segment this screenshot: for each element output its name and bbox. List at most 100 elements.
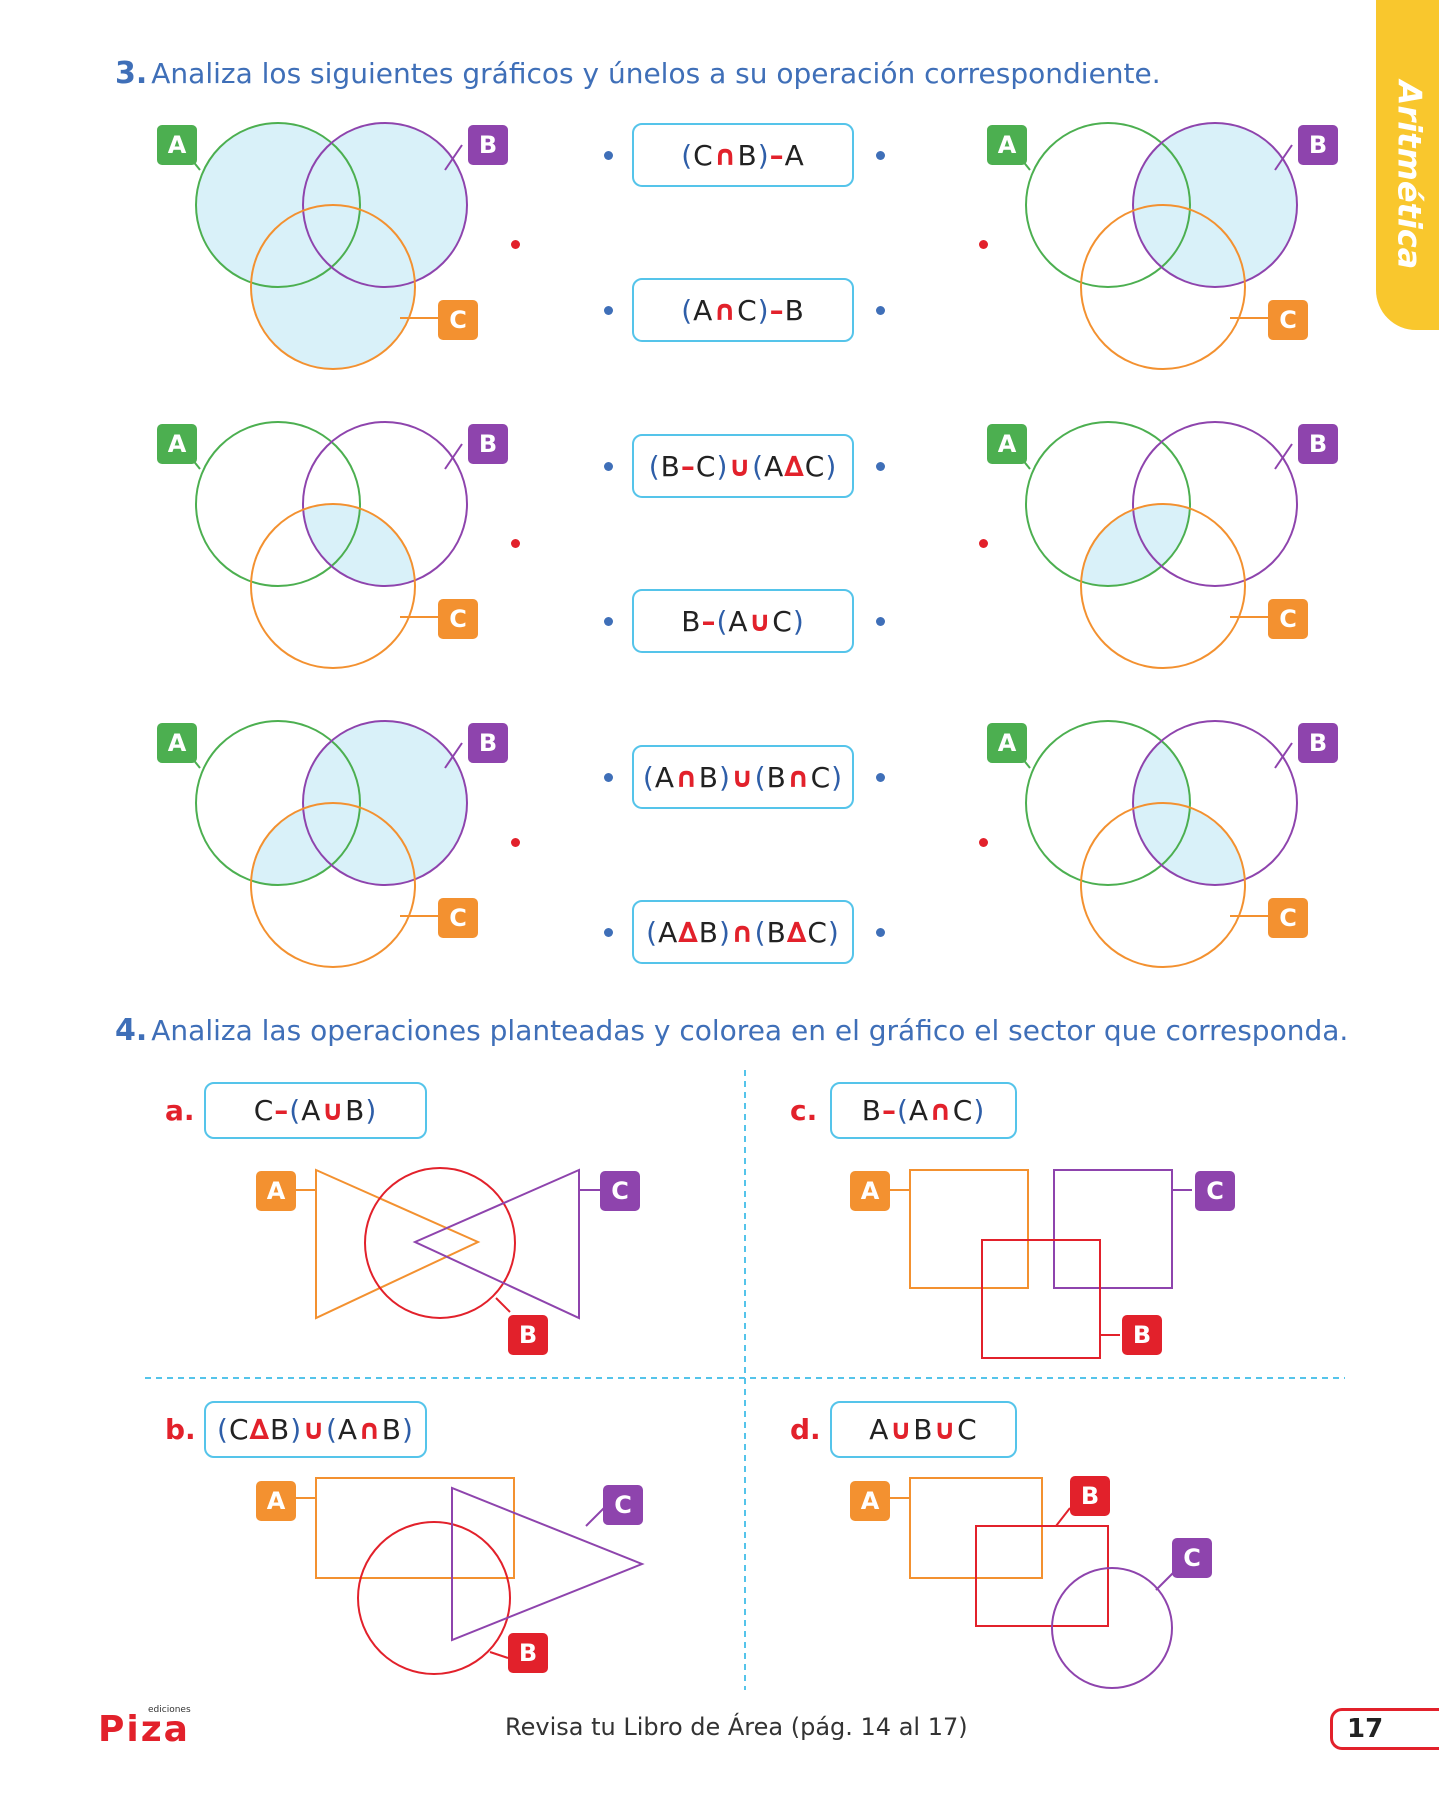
parenthesis: ( (681, 293, 694, 327)
parenthesis: ( (681, 138, 694, 172)
set-a-badge: A (256, 1481, 296, 1521)
match-dot-left-4[interactable] (604, 617, 613, 626)
set-c-badge: C (1268, 898, 1308, 938)
match-dot-left-6[interactable] (604, 928, 613, 937)
match-dot-left-1[interactable] (604, 151, 613, 160)
set-letter: B (698, 915, 719, 949)
set-a-badge: A (157, 723, 197, 763)
q3-op-3[interactable]: (B – C) ∪(A ∆ C) (632, 434, 854, 498)
circle-b[interactable] (364, 1167, 516, 1319)
parenthesis: ( (754, 915, 767, 949)
set-operator: ∩ (358, 1413, 382, 1446)
q3-op-1[interactable]: (C ∩ B) – A (632, 123, 854, 187)
match-dot-right-6[interactable] (876, 928, 885, 937)
set-c-badge: C (438, 898, 478, 938)
set-a-badge: A (987, 125, 1027, 165)
square-b[interactable] (981, 1239, 1101, 1359)
venn-diagram-3[interactable] (150, 409, 510, 689)
shaded-region (1133, 123, 1297, 287)
set-c-badge: C (1172, 1538, 1212, 1578)
match-dot-left-5[interactable] (604, 773, 613, 782)
set-operator: ∪ (889, 1413, 914, 1446)
circle-b (1132, 421, 1298, 587)
venn-diagram-2[interactable] (980, 110, 1340, 390)
set-letter: A (728, 604, 749, 638)
q4-b-figure[interactable] (295, 1477, 645, 1675)
q3-op-2[interactable]: (A ∩ C) – B (632, 278, 854, 342)
set-operator: – (769, 293, 785, 327)
circle-a (1025, 421, 1191, 587)
q4-c-figure[interactable] (890, 1169, 1192, 1359)
parenthesis: ( (217, 1413, 229, 1446)
venn-diagram-1[interactable] (150, 110, 510, 390)
set-letter: C (952, 1094, 974, 1127)
parenthesis: ( (716, 604, 729, 638)
set-b-badge: B (1298, 424, 1338, 464)
label-leader-line (444, 144, 463, 171)
set-letter: C (737, 293, 758, 327)
set-letter: A (693, 293, 714, 327)
set-operator: ∪ (730, 760, 755, 794)
parenthesis: ) (716, 449, 729, 483)
diagram-dot-left-3[interactable] (511, 838, 520, 847)
set-c-badge: C (438, 599, 478, 639)
match-dot-left-2[interactable] (604, 306, 613, 315)
set-letter: B (345, 1094, 366, 1127)
page-number: 17 (1330, 1708, 1439, 1750)
parenthesis: ( (642, 760, 655, 794)
parenthesis: ) (973, 1094, 986, 1127)
q4-a-figure[interactable] (295, 1167, 600, 1320)
triangle-a[interactable] (315, 1168, 481, 1320)
rect-a[interactable] (315, 1477, 515, 1579)
match-dot-right-1[interactable] (876, 151, 885, 160)
set-a-badge: A (850, 1171, 890, 1211)
rect-b[interactable] (975, 1525, 1109, 1627)
set-letter: C (772, 604, 793, 638)
q3-op-4[interactable]: B – (A ∪ C) (632, 589, 854, 653)
set-letter: B (681, 604, 702, 638)
set-operator: ∩ (730, 915, 755, 949)
set-c-badge: C (603, 1485, 643, 1525)
set-a-badge: A (850, 1481, 890, 1521)
diagram-dot-left-1[interactable] (511, 240, 520, 249)
shaded-region (251, 205, 415, 369)
match-dot-right-3[interactable] (876, 462, 885, 471)
circle-c (250, 503, 416, 669)
set-operator: ∩ (713, 138, 738, 172)
set-a-badge: A (157, 424, 197, 464)
set-operator: ∩ (675, 760, 699, 794)
diagram-dot-right-3[interactable] (979, 838, 988, 847)
venn-diagram-4[interactable] (980, 409, 1340, 689)
shaded-region (1081, 504, 1190, 586)
q4-b-op: (C ∆ B) ∪(A ∩ B) (204, 1401, 427, 1458)
circle-c[interactable] (1051, 1567, 1173, 1689)
square-c[interactable] (1053, 1169, 1173, 1289)
match-dot-left-3[interactable] (604, 462, 613, 471)
set-operator: ∪ (748, 604, 773, 638)
diagram-dot-right-1[interactable] (979, 240, 988, 249)
shaded-region (251, 803, 360, 885)
circle-b[interactable] (357, 1521, 511, 1675)
q3-op-5[interactable]: (A ∩ B) ∪(B ∩ C) (632, 745, 854, 809)
triangle-c[interactable] (412, 1168, 580, 1320)
q4-b-letter: b. (165, 1413, 196, 1446)
venn-diagram-6[interactable] (980, 708, 1340, 988)
set-operator: ∆ (249, 1413, 271, 1446)
match-dot-right-5[interactable] (876, 773, 885, 782)
set-letter: C (253, 1094, 275, 1127)
venn-diagram-5[interactable] (150, 708, 510, 988)
q4-d-figure[interactable] (890, 1477, 1177, 1689)
q3-instruction-text: Analiza los siguientes gráficos y únelos… (151, 57, 1161, 90)
diagram-dot-right-2[interactable] (979, 539, 988, 548)
set-letter: B (270, 1413, 291, 1446)
parenthesis: ) (831, 760, 844, 794)
set-a-badge: A (256, 1171, 296, 1211)
match-dot-right-2[interactable] (876, 306, 885, 315)
match-dot-right-4[interactable] (876, 617, 885, 626)
triangle-c[interactable] (451, 1486, 645, 1642)
set-letter: A (784, 138, 805, 172)
parenthesis: ) (757, 293, 770, 327)
diagram-dot-left-2[interactable] (511, 539, 520, 548)
q3-op-6[interactable]: (A ∆ B) ∩(B ∆ C) (632, 900, 854, 964)
square-a[interactable] (909, 1169, 1029, 1289)
